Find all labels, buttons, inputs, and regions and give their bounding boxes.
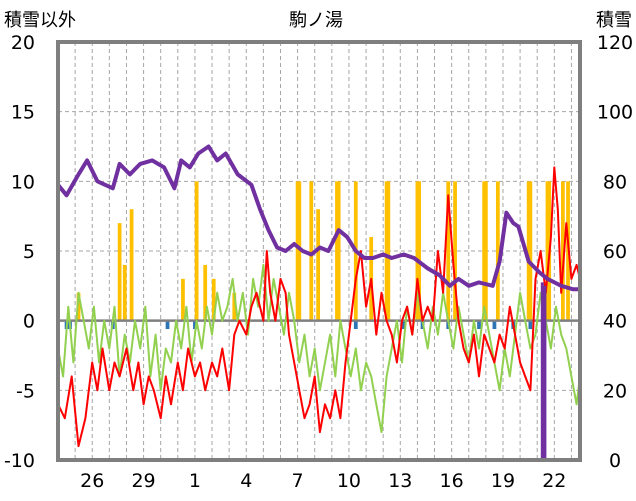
- left-axis-label: 積雪以外: [4, 10, 76, 31]
- right-axis-ticks: 120 100 80 60 40 20 0: [597, 32, 633, 472]
- x-tick-label: 16: [440, 470, 464, 492]
- left-axis-ticks: 20 15 10 5 0 -5 -10: [4, 32, 35, 472]
- right-tick-label: 120: [597, 32, 633, 54]
- plot-frame: [56, 40, 582, 462]
- precipitation-bar: [181, 278, 185, 321]
- right-tick-label: 20: [603, 380, 627, 402]
- x-tick-label: 7: [292, 470, 304, 492]
- precipitation-bar: [495, 181, 500, 321]
- precipitation-bar: [232, 292, 237, 321]
- right-tick-label: 0: [609, 450, 621, 472]
- x-tick-label: 19: [491, 470, 515, 492]
- chart-title: 駒ノ湯: [289, 10, 343, 31]
- x-tick-label: 4: [240, 470, 252, 492]
- precipitation-bar: [76, 292, 81, 321]
- precipitation-bar: [297, 181, 302, 321]
- snow-change-bar: [193, 320, 197, 330]
- left-tick-label: -10: [4, 450, 35, 472]
- precipitation-bar: [129, 209, 134, 321]
- right-tick-label: 60: [603, 241, 627, 263]
- precipitation-bar: [417, 181, 422, 321]
- snow-change-bar: [528, 320, 533, 330]
- snow-change-bar: [165, 320, 170, 330]
- left-tick-label: -5: [16, 380, 35, 402]
- right-axis-label: 積雪: [596, 10, 632, 31]
- series-lines: [56, 144, 581, 462]
- right-tick-label: 80: [603, 171, 627, 193]
- left-tick-label: 0: [23, 311, 35, 333]
- x-tick-label: 13: [388, 470, 412, 492]
- precipitation-bar: [194, 181, 199, 321]
- precipitation-bar: [203, 264, 208, 321]
- left-tick-label: 15: [11, 102, 35, 124]
- precipitation-bar: [446, 181, 451, 321]
- x-tick-label: 29: [131, 470, 155, 492]
- precipitation-bar: [211, 278, 216, 321]
- left-tick-label: 10: [11, 171, 35, 193]
- precipitation-bar: [528, 181, 533, 321]
- series-snow-depth-drop: [540, 282, 547, 462]
- precipitation-bar: [386, 181, 391, 321]
- snow-change-bar: [492, 320, 497, 330]
- x-axis-ticks: 26 29 1 4 7 10 13 16 19 22: [80, 470, 566, 492]
- x-tick-label: 26: [80, 470, 104, 492]
- precipitation-bar: [117, 223, 122, 321]
- precipitation-bar: [483, 181, 488, 321]
- left-tick-label: 20: [11, 32, 35, 54]
- precipitation-bar: [309, 181, 314, 321]
- x-tick-label: 1: [189, 470, 201, 492]
- series-temperature-max: [57, 166, 581, 448]
- right-tick-label: 100: [597, 102, 633, 124]
- series-snow-depth: [56, 144, 580, 292]
- precipitation-bar: [122, 264, 127, 321]
- x-tick-label: 22: [542, 470, 566, 492]
- snow-change-bar: [401, 320, 406, 330]
- snow-change-bar: [477, 320, 481, 330]
- precipitation-bar: [336, 181, 341, 321]
- plot-area: [56, 40, 582, 462]
- right-tick-label: 40: [603, 311, 627, 333]
- left-tick-label: 5: [23, 241, 35, 263]
- precipitation-bar: [561, 181, 565, 321]
- precipitation-bar: [316, 209, 321, 321]
- precipitation-bar: [453, 181, 457, 321]
- x-tick-label: 10: [337, 470, 361, 492]
- snow-change-bar: [353, 320, 358, 330]
